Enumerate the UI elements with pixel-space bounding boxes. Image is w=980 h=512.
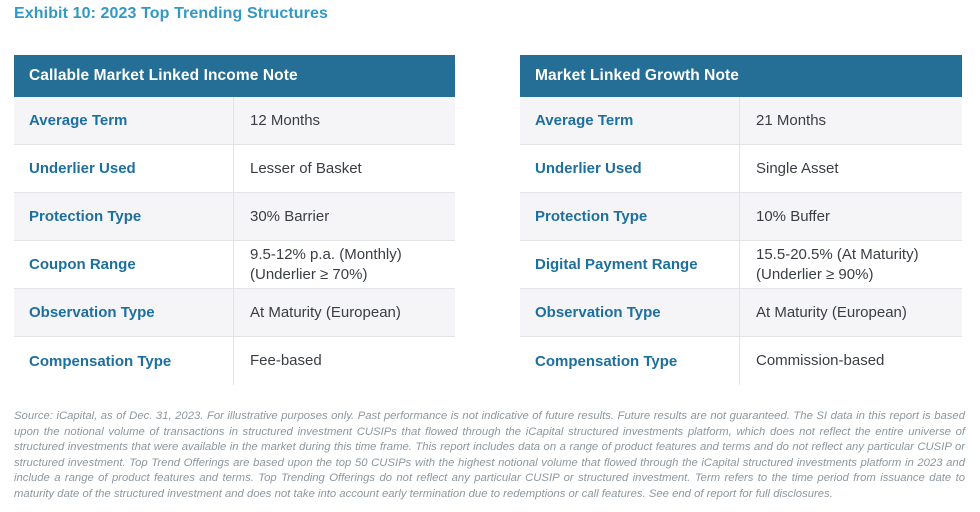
row-value: 9.5-12% p.a. (Monthly) (Underlier ≥ 70%) <box>234 241 455 288</box>
value-line-1: Fee-based <box>250 352 322 369</box>
source-footnote: Source: iCapital, as of Dec. 31, 2023. F… <box>14 410 965 500</box>
table-row: Protection Type 10% Buffer <box>520 193 962 241</box>
row-value: 21 Months <box>740 97 962 144</box>
table-row: Underlier Used Lesser of Basket <box>14 145 455 193</box>
table-row: Underlier Used Single Asset <box>520 145 962 193</box>
row-label: Underlier Used <box>520 145 740 192</box>
value-line-1: At Maturity (European) <box>250 303 401 321</box>
table-body: Average Term 12 Months Underlier Used Le… <box>14 97 455 385</box>
value-line-1: 10% Buffer <box>756 207 830 225</box>
tables-container: Callable Market Linked Income Note Avera… <box>14 55 962 385</box>
row-label: Observation Type <box>14 289 234 336</box>
row-value: Fee-based <box>234 337 455 385</box>
row-label: Compensation Type <box>520 337 740 385</box>
table-row: Average Term 12 Months <box>14 97 455 145</box>
value-line-1: At Maturity (European) <box>756 303 907 321</box>
row-value: 10% Buffer <box>740 193 962 240</box>
table-market-linked-growth-note: Market Linked Growth Note Average Term 2… <box>520 55 962 385</box>
table-header: Market Linked Growth Note <box>520 55 962 97</box>
value-line-1: 12 Months <box>250 111 321 129</box>
row-label: Average Term <box>520 97 740 144</box>
value-line-1: 9.5-12% p.a. (Monthly) <box>250 245 402 263</box>
value-line-1: 21 Months <box>756 111 827 129</box>
row-value: At Maturity (European) <box>740 289 962 336</box>
row-label: Compensation Type <box>14 337 234 385</box>
value-line-1: Lesser of Basket <box>250 159 362 177</box>
row-value: 30% Barrier <box>234 193 455 240</box>
table-row: Observation Type At Maturity (European) <box>520 289 962 337</box>
row-label: Underlier Used <box>14 145 234 192</box>
row-label: Protection Type <box>14 193 234 240</box>
row-label: Observation Type <box>520 289 740 336</box>
row-value: Single Asset <box>740 145 962 192</box>
table-row: Protection Type 30% Barrier <box>14 193 455 241</box>
row-label: Coupon Range <box>14 241 234 288</box>
value-line-1: Commission-based <box>756 352 885 369</box>
exhibit-title: Exhibit 10: 2023 Top Trending Structures <box>14 5 328 22</box>
value-line-1: Single Asset <box>756 159 839 177</box>
row-value: Lesser of Basket <box>234 145 455 192</box>
row-value: 15.5-20.5% (At Maturity) (Underlier ≥ 90… <box>740 241 962 288</box>
table-row: Compensation Type Fee-based <box>14 337 455 385</box>
table-callable-market-linked-income-note: Callable Market Linked Income Note Avera… <box>14 55 455 385</box>
row-label: Digital Payment Range <box>520 241 740 288</box>
row-value: 12 Months <box>234 97 455 144</box>
table-row: Coupon Range 9.5-12% p.a. (Monthly) (Und… <box>14 241 455 289</box>
table-header: Callable Market Linked Income Note <box>14 55 455 97</box>
table-body: Average Term 21 Months Underlier Used Si… <box>520 97 962 385</box>
table-row: Digital Payment Range 15.5-20.5% (At Mat… <box>520 241 962 289</box>
value-line-2: (Underlier ≥ 70%) <box>250 265 368 283</box>
value-line-1: 30% Barrier <box>250 207 330 225</box>
table-row: Observation Type At Maturity (European) <box>14 289 455 337</box>
table-row: Compensation Type Commission-based <box>520 337 962 385</box>
row-label: Protection Type <box>520 193 740 240</box>
value-line-2: (Underlier ≥ 90%) <box>756 265 874 283</box>
row-value: At Maturity (European) <box>234 289 455 336</box>
table-row: Average Term 21 Months <box>520 97 962 145</box>
value-line-1: 15.5-20.5% (At Maturity) <box>756 245 919 263</box>
row-value: Commission-based <box>740 337 962 385</box>
row-label: Average Term <box>14 97 234 144</box>
